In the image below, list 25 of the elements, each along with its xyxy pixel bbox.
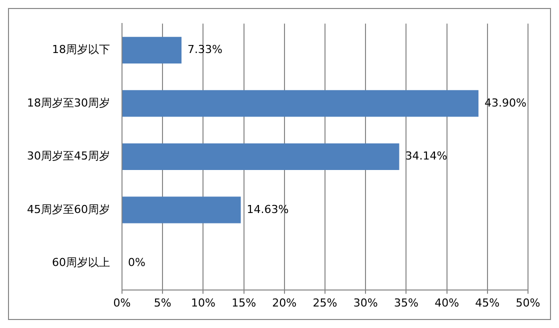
data-label: 7.33%: [188, 43, 222, 56]
y-tick-label: 18周岁以下: [52, 43, 110, 56]
x-tick-label: 5%: [154, 296, 172, 310]
x-tick-label: 30%: [353, 296, 378, 310]
bar: [122, 36, 182, 64]
x-tick-label: 35%: [394, 296, 418, 310]
data-label: 0%: [128, 256, 146, 270]
x-tick-label: 50%: [516, 296, 540, 310]
x-tick-label: 15%: [232, 296, 256, 310]
x-tick-label: 25%: [312, 296, 338, 310]
x-tick-label: 0%: [113, 296, 131, 310]
x-tick-label: 45%: [475, 296, 500, 310]
data-label: 34.14%: [405, 150, 448, 163]
y-tick-label: 30周岁至45周岁: [26, 150, 110, 163]
x-tick-label: 10%: [190, 296, 216, 310]
y-tick-label: 45周岁至60周岁: [26, 202, 110, 216]
y-tick-label: 60周岁以上: [52, 256, 110, 270]
y-tick-label: 18周岁至30周岁: [26, 96, 110, 110]
data-label: 43.90%: [484, 96, 526, 110]
bar: [122, 143, 400, 170]
x-tick-label: 40%: [434, 296, 460, 310]
bar: [122, 90, 478, 117]
bar: [122, 196, 241, 224]
x-tick-label: 20%: [272, 296, 297, 310]
data-label: 14.63%: [246, 202, 289, 216]
